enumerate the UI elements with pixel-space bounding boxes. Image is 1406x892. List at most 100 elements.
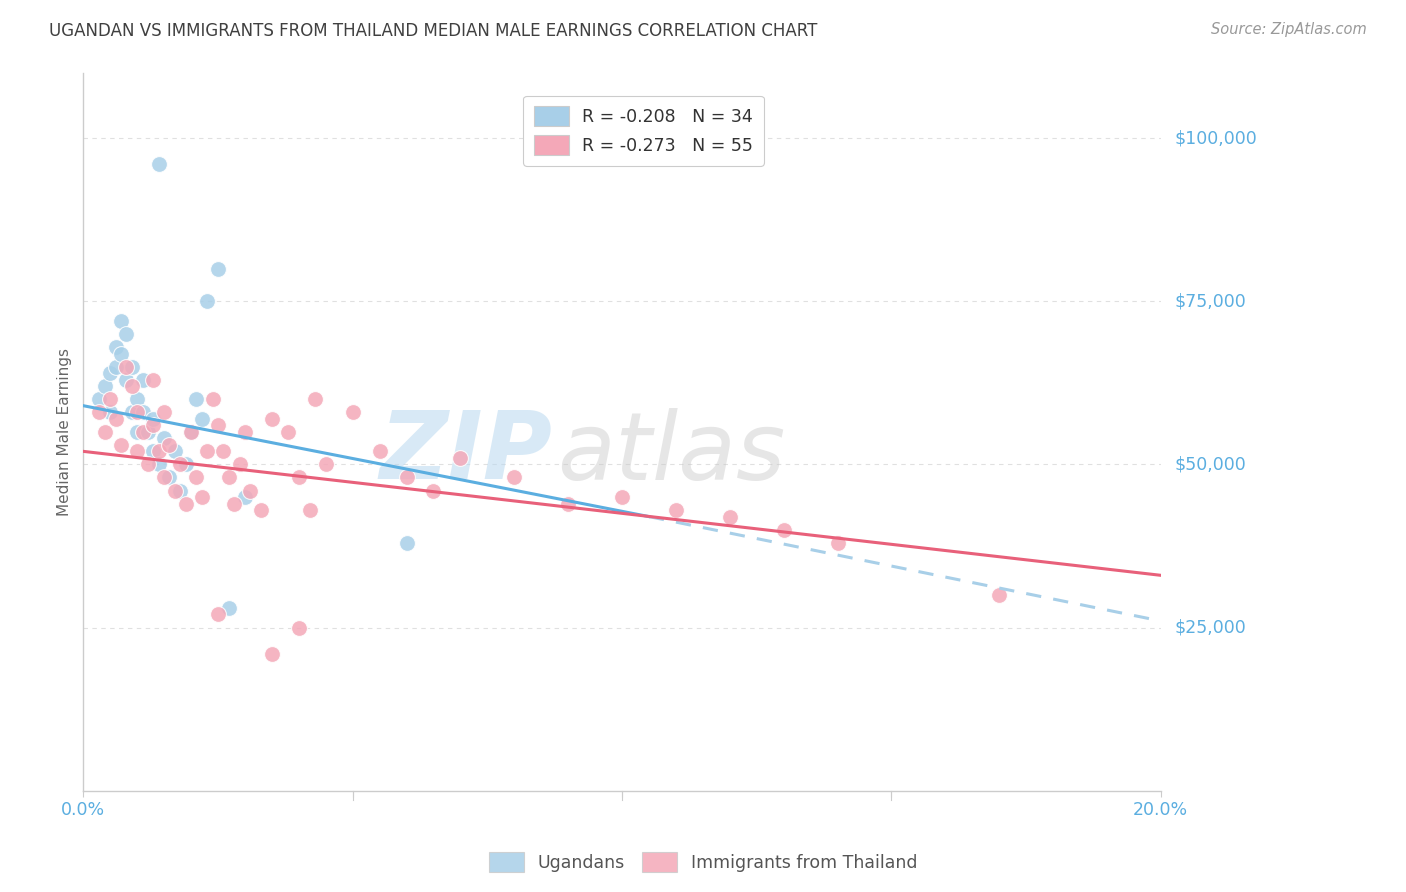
Point	[115, 359, 138, 374]
Point	[127, 444, 149, 458]
Point	[395, 470, 418, 484]
Y-axis label: Median Male Earnings: Median Male Earnings	[58, 348, 72, 516]
Point	[153, 405, 176, 419]
Point	[136, 458, 159, 472]
Point	[557, 497, 579, 511]
Legend: R = -0.208   N = 34, R = -0.273   N = 55: R = -0.208 N = 34, R = -0.273 N = 55	[523, 96, 763, 166]
Point	[718, 509, 741, 524]
Point	[142, 373, 165, 387]
Point	[127, 425, 149, 439]
Point	[827, 535, 849, 549]
Point	[121, 405, 143, 419]
Text: $100,000: $100,000	[1174, 129, 1257, 147]
Point	[277, 425, 299, 439]
Point	[169, 483, 191, 498]
Point	[89, 392, 111, 407]
Point	[94, 379, 117, 393]
Point	[342, 405, 364, 419]
Point	[148, 444, 170, 458]
Point	[153, 431, 176, 445]
Point	[142, 418, 165, 433]
Point	[260, 647, 283, 661]
Point	[169, 458, 191, 472]
Point	[121, 359, 143, 374]
Point	[180, 425, 202, 439]
Point	[288, 470, 311, 484]
Point	[142, 411, 165, 425]
Legend: Ugandans, Immigrants from Thailand: Ugandans, Immigrants from Thailand	[482, 845, 924, 879]
Point	[121, 379, 143, 393]
Point	[142, 444, 165, 458]
Point	[304, 392, 326, 407]
Point	[298, 503, 321, 517]
Point	[228, 458, 250, 472]
Point	[163, 444, 186, 458]
Point	[127, 405, 149, 419]
Point	[250, 503, 273, 517]
Point	[98, 392, 121, 407]
Point	[233, 425, 256, 439]
Point	[207, 607, 229, 622]
Point	[98, 405, 121, 419]
Point	[260, 411, 283, 425]
Point	[224, 497, 246, 511]
Point	[191, 490, 214, 504]
Point	[239, 483, 262, 498]
Point	[104, 340, 127, 354]
Point	[153, 470, 176, 484]
Point	[110, 438, 132, 452]
Point	[288, 620, 311, 634]
Point	[98, 366, 121, 380]
Point	[195, 294, 218, 309]
Point	[136, 425, 159, 439]
Text: ZIP: ZIP	[380, 408, 553, 500]
Point	[131, 405, 153, 419]
Point	[233, 490, 256, 504]
Text: UGANDAN VS IMMIGRANTS FROM THAILAND MEDIAN MALE EARNINGS CORRELATION CHART: UGANDAN VS IMMIGRANTS FROM THAILAND MEDI…	[49, 22, 817, 40]
Point	[422, 483, 444, 498]
Point	[218, 601, 240, 615]
Point	[449, 450, 471, 465]
Point	[159, 470, 181, 484]
Text: $50,000: $50,000	[1174, 456, 1247, 474]
Point	[368, 444, 391, 458]
Text: $75,000: $75,000	[1174, 293, 1247, 310]
Point	[115, 373, 138, 387]
Point	[104, 359, 127, 374]
Point	[665, 503, 688, 517]
Point	[207, 261, 229, 276]
Point	[315, 458, 337, 472]
Point	[163, 483, 186, 498]
Point	[186, 392, 208, 407]
Point	[127, 392, 149, 407]
Point	[186, 470, 208, 484]
Point	[195, 444, 218, 458]
Point	[174, 458, 197, 472]
Point	[115, 326, 138, 341]
Point	[131, 373, 153, 387]
Point	[174, 497, 197, 511]
Text: $25,000: $25,000	[1174, 618, 1247, 637]
Point	[110, 314, 132, 328]
Point	[395, 535, 418, 549]
Point	[503, 470, 526, 484]
Point	[218, 470, 240, 484]
Point	[104, 411, 127, 425]
Text: Source: ZipAtlas.com: Source: ZipAtlas.com	[1211, 22, 1367, 37]
Point	[201, 392, 224, 407]
Point	[772, 523, 794, 537]
Point	[212, 444, 235, 458]
Point	[131, 425, 153, 439]
Point	[94, 425, 117, 439]
Point	[180, 425, 202, 439]
Point	[159, 438, 181, 452]
Point	[610, 490, 633, 504]
Point	[207, 418, 229, 433]
Text: atlas: atlas	[557, 408, 786, 499]
Point	[89, 405, 111, 419]
Point	[110, 346, 132, 360]
Point	[148, 458, 170, 472]
Point	[148, 157, 170, 171]
Point	[988, 588, 1011, 602]
Point	[191, 411, 214, 425]
